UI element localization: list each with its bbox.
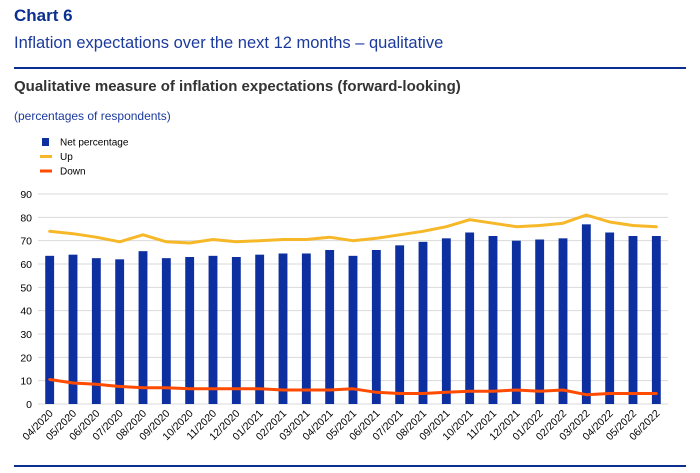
bar-net-percentage bbox=[371, 250, 381, 404]
bar-net-percentage bbox=[45, 255, 55, 404]
bar-net-percentage bbox=[255, 254, 265, 404]
y-tick-label: 30 bbox=[20, 329, 32, 341]
legend: Net percentage Up Down bbox=[40, 138, 129, 178]
y-tick-label: 0 bbox=[26, 399, 32, 411]
bar-net-percentage bbox=[185, 257, 195, 404]
bar-net-percentage bbox=[418, 241, 428, 404]
bar-net-percentage bbox=[511, 240, 521, 404]
y-tick-label: 90 bbox=[20, 189, 32, 201]
bar-net-percentage bbox=[278, 253, 288, 404]
bar-net-percentage bbox=[465, 232, 475, 404]
y-tick-label: 80 bbox=[20, 212, 32, 224]
bar-net-percentage bbox=[115, 259, 125, 404]
y-tick-label: 70 bbox=[20, 236, 32, 248]
bar-layer bbox=[45, 224, 661, 404]
bar-net-percentage bbox=[628, 236, 638, 404]
chart-title: Inflation expectations over the next 12 … bbox=[14, 34, 444, 52]
y-tick-label: 10 bbox=[20, 376, 32, 388]
bar-net-percentage bbox=[441, 238, 451, 404]
bar-net-percentage bbox=[651, 236, 661, 404]
unit-note: (percentages of respondents) bbox=[14, 109, 171, 123]
top-divider bbox=[14, 67, 686, 69]
y-tick-label: 20 bbox=[20, 352, 32, 364]
y-tick-label: 50 bbox=[20, 282, 32, 294]
bar-net-percentage bbox=[91, 258, 101, 404]
chart-subtitle: Qualitative measure of inflation expecta… bbox=[14, 78, 461, 95]
line-up bbox=[48, 213, 658, 245]
bar-net-percentage bbox=[581, 224, 591, 404]
legend-up-label: Up bbox=[60, 152, 73, 163]
bar-net-percentage bbox=[395, 245, 405, 404]
bar-net-percentage bbox=[488, 236, 498, 404]
bar-net-percentage bbox=[68, 254, 78, 404]
bar-net-percentage bbox=[231, 257, 241, 404]
y-tick-label: 60 bbox=[20, 259, 32, 271]
chart-label: Chart 6 bbox=[14, 6, 73, 25]
bar-net-percentage bbox=[161, 258, 171, 404]
bar-net-percentage bbox=[301, 253, 311, 404]
legend-down-label: Down bbox=[60, 167, 86, 178]
bar-net-percentage bbox=[535, 239, 545, 404]
bar-net-percentage bbox=[138, 251, 148, 404]
legend-net-percentage-swatch bbox=[42, 138, 49, 146]
line-down bbox=[48, 378, 658, 397]
legend-net-percentage-label: Net percentage bbox=[60, 138, 129, 149]
line-layer bbox=[48, 213, 658, 397]
bar-net-percentage bbox=[558, 238, 568, 404]
y-tick-label: 40 bbox=[20, 306, 32, 318]
bar-net-percentage bbox=[348, 255, 358, 404]
bottom-divider bbox=[14, 465, 686, 467]
bar-net-percentage bbox=[325, 250, 335, 404]
bar-net-percentage bbox=[208, 255, 218, 404]
bar-net-percentage bbox=[605, 232, 615, 404]
